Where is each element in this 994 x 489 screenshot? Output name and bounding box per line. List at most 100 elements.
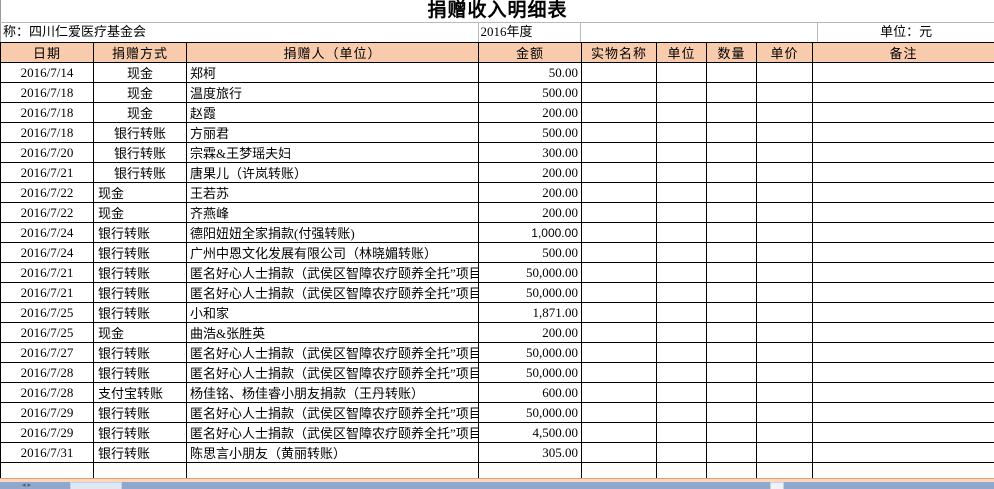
cell-remark[interactable] (812, 382, 994, 403)
cell-qty[interactable] (706, 202, 757, 223)
cell-price[interactable] (756, 142, 813, 163)
cell-donor[interactable]: 曲浩&张胜英 (186, 322, 479, 343)
cell-date[interactable]: 2016/7/21 (0, 282, 94, 303)
cell-remark[interactable] (812, 442, 994, 463)
cell-price[interactable] (756, 382, 813, 403)
cell-donor[interactable]: 广州中恩文化发展有限公司（林晓媚转账） (186, 242, 479, 263)
sheet-tab-active[interactable] (70, 482, 122, 489)
cell-donor[interactable]: 齐燕峰 (186, 202, 479, 223)
cell-method[interactable]: 银行转账 (93, 162, 187, 183)
column-header-goods[interactable]: 实物名称 (581, 42, 657, 63)
cell-remark[interactable] (812, 282, 994, 303)
cell-amount[interactable]: 1,000.00 (478, 222, 582, 243)
cell-donor[interactable]: 杨佳铭、杨佳睿小朋友捐款（王丹转账） (186, 382, 479, 403)
cell-price[interactable] (756, 262, 813, 283)
cell-donor[interactable]: 匿名好心人士捐款（武侯区智障农疗颐养全托”项目） (186, 402, 479, 423)
cell-unit[interactable] (656, 102, 707, 123)
cell-qty[interactable] (706, 162, 757, 183)
cell-unit[interactable] (656, 342, 707, 363)
cell-remark[interactable] (812, 102, 994, 123)
cell-remark[interactable] (812, 302, 994, 323)
cell-method[interactable]: 银行转账 (93, 222, 187, 243)
cell-date[interactable]: 2016/7/18 (0, 102, 94, 123)
cell-unit[interactable] (656, 322, 707, 343)
cell-date[interactable]: 2016/7/25 (0, 322, 94, 343)
cell-price[interactable] (756, 322, 813, 343)
cell-goods[interactable] (581, 182, 657, 203)
cell-amount[interactable]: 500.00 (478, 122, 582, 143)
cell-price[interactable] (756, 342, 813, 363)
column-header-qty[interactable]: 数量 (706, 42, 757, 63)
cell-remark[interactable] (812, 182, 994, 203)
cell-date[interactable]: 2016/7/24 (0, 222, 94, 243)
cell-unit[interactable] (656, 262, 707, 283)
cell-goods[interactable] (581, 142, 657, 163)
cell-method[interactable]: 银行转账 (93, 302, 187, 323)
cell-price[interactable] (756, 422, 813, 443)
cell-donor[interactable]: 唐果儿（许岚转账） (186, 162, 479, 183)
subheader-blank-cell[interactable] (581, 23, 819, 42)
cell-price[interactable] (756, 282, 813, 303)
cell-date[interactable]: 2016/7/14 (0, 62, 94, 83)
cell-donor[interactable]: 匿名好心人士捐款（武侯区智障农疗颐养全托”项目） (186, 362, 479, 383)
cell-method[interactable]: 现金 (93, 202, 187, 223)
cell-method[interactable]: 现金 (93, 102, 187, 123)
cell-unit[interactable] (656, 82, 707, 103)
cell-goods[interactable] (581, 262, 657, 283)
cell-price[interactable] (756, 402, 813, 423)
cell-price[interactable] (756, 62, 813, 83)
cell-date[interactable]: 2016/7/27 (0, 342, 94, 363)
cell-date[interactable]: 2016/7/22 (0, 202, 94, 223)
cell-qty[interactable] (706, 222, 757, 243)
cell-goods[interactable] (581, 402, 657, 423)
sheet-nav-arrows-icon[interactable]: ◂ ▸ (22, 482, 31, 489)
cell-goods[interactable] (581, 442, 657, 463)
cell-qty[interactable] (706, 62, 757, 83)
cell-date[interactable]: 2016/7/21 (0, 262, 94, 283)
cell-goods[interactable] (581, 242, 657, 263)
cell-amount[interactable]: 200.00 (478, 102, 582, 123)
cell-donor[interactable]: 匿名好心人士捐款（武侯区智障农疗颐养全托”项目） (186, 342, 479, 363)
cell-remark[interactable] (812, 122, 994, 143)
cell-price[interactable] (756, 122, 813, 143)
cell-goods[interactable] (581, 342, 657, 363)
cell-amount[interactable]: 200.00 (478, 202, 582, 223)
column-header-date[interactable]: 日期 (0, 42, 94, 63)
cell-date[interactable]: 2016/7/29 (0, 422, 94, 443)
sheet-tab-add[interactable] (770, 482, 784, 489)
cell-price[interactable] (756, 182, 813, 203)
cell-donor[interactable]: 匿名好心人士捐款（武侯区智障农疗颐养全托”项目） (186, 262, 479, 283)
year-cell[interactable]: 2016年度 (479, 23, 582, 42)
cell-amount[interactable]: 50.00 (478, 62, 582, 83)
column-header-unit[interactable]: 单位 (656, 42, 707, 63)
cell-qty[interactable] (706, 182, 757, 203)
cell-donor[interactable]: 宗霖&王梦瑶夫妇 (186, 142, 479, 163)
column-header-remark[interactable]: 备注 (812, 42, 994, 63)
column-header-amount[interactable]: 金额 (478, 42, 582, 63)
cell-goods[interactable] (581, 102, 657, 123)
cell-donor[interactable]: 郑柯 (186, 62, 479, 83)
cell-method[interactable]: 现金 (93, 82, 187, 103)
cell-remark[interactable] (812, 422, 994, 443)
cell-donor[interactable]: 赵霞 (186, 102, 479, 123)
cell-remark[interactable] (812, 262, 994, 283)
cell-amount[interactable]: 50,000.00 (478, 282, 582, 303)
cell-qty[interactable] (706, 282, 757, 303)
cell-unit[interactable] (656, 142, 707, 163)
cell-price[interactable] (756, 362, 813, 383)
cell-method[interactable]: 现金 (93, 182, 187, 203)
cell-goods[interactable] (581, 282, 657, 303)
cell-donor[interactable]: 匿名好心人士捐款（武侯区智障农疗颐养全托”项目） (186, 282, 479, 303)
cell-method[interactable]: 银行转账 (93, 362, 187, 383)
cell-amount[interactable]: 200.00 (478, 162, 582, 183)
cell-qty[interactable] (706, 342, 757, 363)
cell-qty[interactable] (706, 382, 757, 403)
cell-goods[interactable] (581, 362, 657, 383)
cell-unit[interactable] (656, 402, 707, 423)
cell-qty[interactable] (706, 82, 757, 103)
sheet-tab-bar[interactable]: ◂ ▸ (0, 482, 994, 489)
cell-date[interactable]: 2016/7/25 (0, 302, 94, 323)
cell-price[interactable] (756, 442, 813, 463)
cell-unit[interactable] (656, 122, 707, 143)
cell-goods[interactable] (581, 162, 657, 183)
